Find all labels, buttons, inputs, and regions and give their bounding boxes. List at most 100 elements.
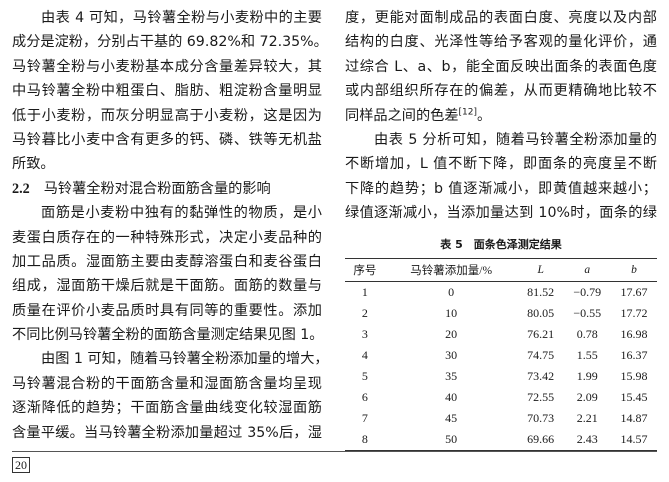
table-cell: 81.52 (527, 285, 555, 299)
table-cell: 16.98 (620, 327, 648, 341)
line-text: 质量在评价小麦品质时具有同等的重要性。添加 (12, 302, 322, 319)
text-line: 由表 5 分析可知，随着马铃薯全粉添加量的 (345, 128, 657, 152)
text-line: 过综合 L、a、b，能全面反映出面条的表面色度 (345, 55, 657, 79)
color-results-table: 序号 马铃薯添加量/% L a b 1 0 81.52 −0.79 17.67 2 10 80… (345, 258, 657, 451)
line-text: 马铃暮比小麦中含有更多的钙、磷、铁等无机盐 (12, 131, 322, 148)
text-line: 结构的白度、光泽性等给予客观的量化评价，通 (345, 30, 657, 54)
line-text: 由图 1 可知，随着马铃薯全粉添加量的增大， (41, 351, 329, 368)
line-text: 组成，湿面筋干燥后就是干面筋。面筋的数量与 (12, 278, 322, 295)
header-b: b (631, 264, 637, 276)
text-line: 不断增加，L 值不断下降，即面条的亮度呈不断 (345, 152, 657, 176)
table-cell: 20 (445, 327, 458, 341)
line-text: 马铃薯全粉与小麦粉基本成分含量差异较大，其 (12, 58, 322, 75)
header-index: 序号 (353, 265, 377, 277)
line-text: 结构的白度、光泽性等给予客观的量化评价，通 (345, 34, 657, 51)
table-cell: 15.98 (620, 369, 648, 383)
text-line: 所致。 (12, 152, 322, 176)
text-line: 质量在评价小麦品质时具有同等的重要性。添加 (12, 299, 322, 323)
table-cell: 73.42 (527, 369, 555, 383)
table-cell: 1.55 (576, 348, 598, 362)
line-text: 度，更能对面制成品的表面白度、亮度以及内部 (345, 10, 657, 26)
table-cell: 35 (445, 369, 458, 383)
table-cell: 2.09 (576, 390, 598, 404)
line-text: 过综合 L、a、b，能全面反映出面条的表面色度 (345, 58, 657, 75)
header-a: a (584, 264, 591, 276)
text-line: 或内部组织所存在的偏差，从而更精确地比较不 (345, 79, 657, 103)
table-cell: 2.43 (576, 432, 598, 446)
table-cell: 17.67 (620, 285, 648, 299)
table-row: 6 40 72.55 2.09 15.45 (345, 387, 657, 408)
table-cell: 3 (361, 327, 368, 341)
line-text: 由表 5 分析可知，随着马铃薯全粉添加量的 (374, 131, 657, 148)
text-line: 低于小麦粉，而灰分明显高于小麦粉，这是因为 (12, 104, 322, 128)
table-cell: 45 (445, 411, 458, 425)
text-line: 马铃薯全粉与小麦粉基本成分含量差异较大，其 (12, 55, 322, 79)
line-text: 下降的趋势；b 值逐渐减小，即黄值越来越小； (345, 180, 657, 197)
table-row: 1 0 81.52 −0.79 17.67 (345, 282, 657, 304)
text-line: 同样品之间的色差[12]。 (345, 104, 657, 128)
text-line: 面筋是小麦粉中独有的黏弹性的物质，是小 (12, 201, 322, 225)
table-caption: 表 5 面条色泽测定结果 (440, 238, 562, 251)
header-L: L (537, 264, 544, 276)
text-line: 度，更能对面制成品的表面白度、亮度以及内部 (345, 6, 657, 30)
text-line: 马铃薯混合粉的干面筋含量和湿面筋含量均呈现 (12, 372, 322, 396)
table-cell: 8 (361, 432, 368, 446)
table-cell: 16.37 (620, 348, 648, 362)
table-cell: 1 (361, 285, 368, 299)
table-cell: 7 (361, 411, 368, 425)
line-text: 成分是淀粉，分别占干基的 69.82%和 72.35%。 (12, 34, 328, 51)
text-line: 由图 1 可知，随着马铃薯全粉添加量的增大， (12, 347, 329, 371)
table-cell: 40 (445, 390, 458, 404)
table-cell: 17.72 (620, 306, 648, 320)
table-cell: 15.45 (620, 390, 648, 404)
table-cell: −0.55 (573, 306, 602, 320)
line-text: 绿值逐渐减小，当添加量达到 10%时，面条的绿 (345, 205, 657, 222)
table-cell: 76.21 (527, 327, 555, 341)
table-row: 4 30 74.75 1.55 16.37 (345, 345, 657, 366)
line-text: 所致。 (12, 156, 55, 173)
table-cell: 2 (361, 306, 368, 320)
table-row: 2 10 80.05 −0.55 17.72 (345, 303, 657, 324)
line-text: 中马铃薯全粉中粗蛋白、脂肪、粗淀粉含量明显 (12, 83, 322, 100)
table-cell: 14.57 (620, 432, 648, 446)
text-line: 成分是淀粉，分别占干基的 69.82%和 72.35%。 (12, 30, 328, 54)
text-line: 逐渐降低的趋势；干面筋含量曲线变化较湿面筋 (12, 396, 322, 420)
table-cell: 5 (361, 369, 368, 383)
table-row: 8 50 69.66 2.43 14.57 (345, 429, 657, 451)
table-row: 5 35 73.42 1.99 15.98 (345, 366, 657, 387)
line-text: 麦蛋白质存在的一种特殊形式，决定小麦品种的 (12, 229, 322, 246)
table-cell: 1.99 (576, 369, 598, 383)
line-text: 含量平缓。当马铃薯全粉添加量超过 35%后，湿 (12, 424, 322, 441)
citation-reference: [12] (458, 106, 477, 117)
text-line: 麦蛋白质存在的一种特殊形式，决定小麦品种的 (12, 226, 322, 250)
table-cell: 70.73 (527, 411, 555, 425)
line-text: 同样品之间的色差 (345, 107, 459, 124)
line-text-end: 。 (477, 107, 492, 124)
text-line: 马铃暮比小麦中含有更多的钙、磷、铁等无机盐 (12, 128, 322, 152)
line-text: 由表 4 可知，马铃薯全粉与小麦粉中的主要 (41, 10, 322, 26)
right-column: 度，更能对面制成品的表面白度、亮度以及内部 结构的白度、光泽性等给予客观的量化评价… (345, 6, 657, 226)
line-text: 逐渐降低的趋势；干面筋含量曲线变化较湿面筋 (12, 400, 322, 417)
text-line: 加工品质。湿面筋主要由麦醇溶蛋白和麦谷蛋白 (12, 250, 322, 274)
line-text: 不断增加，L 值不断下降，即面条的亮度呈不断 (345, 156, 657, 173)
text-line: 下降的趋势；b 值逐渐减小，即黄值越来越小； (345, 177, 657, 201)
table-cell: 0.78 (576, 327, 598, 341)
table-cell: 0 (448, 285, 455, 299)
section-number: 2.2 (12, 180, 30, 197)
line-text: 或内部组织所存在的偏差，从而更精确地比较不 (345, 83, 657, 100)
table-header-row: 序号 马铃薯添加量/% L a b (345, 258, 657, 282)
table-cell: 10 (445, 306, 458, 320)
text-line: 不同比例马铃薯全粉的面筋含量测定结果见图 1。 (12, 323, 323, 347)
text-line: 绿值逐渐减小，当添加量达到 10%时，面条的绿 (345, 201, 657, 225)
line-text: 面筋是小麦粉中独有的黏弹性的物质，是小 (41, 205, 322, 222)
section-heading: 2.2 马铃薯全粉对混合粉面筋含量的影响 (12, 177, 322, 201)
text-line: 中马铃薯全粉中粗蛋白、脂肪、粗淀粉含量明显 (12, 79, 322, 103)
table-row: 7 45 70.73 2.21 14.87 (345, 408, 657, 429)
table-cell: 14.87 (620, 411, 648, 425)
table-cell: 4 (361, 348, 368, 362)
text-line: 由表 4 可知，马铃薯全粉与小麦粉中的主要 (12, 6, 322, 30)
page-number: 20 (12, 457, 30, 473)
table-cell: −0.79 (573, 285, 602, 299)
line-text: 低于小麦粉，而灰分明显高于小麦粉，这是因为 (12, 107, 322, 124)
footer-divider (12, 451, 657, 452)
